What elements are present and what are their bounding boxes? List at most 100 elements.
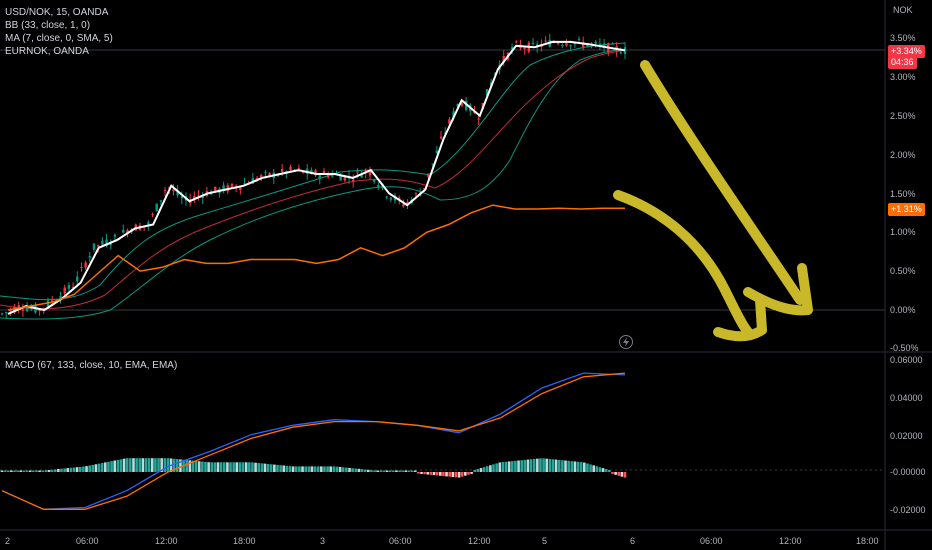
candle-body [598, 43, 602, 46]
candle-body [360, 174, 363, 178]
macd-hist-bar [150, 458, 154, 472]
candle-body [406, 201, 409, 204]
candle-body [318, 175, 321, 179]
macd-hist-bar [129, 458, 132, 472]
candle-body [151, 214, 154, 216]
macd-axis-tick: 0.02000 [890, 431, 923, 441]
macd-hist-bar [504, 461, 508, 472]
last-price-tag: +3.34% [888, 45, 925, 58]
candle-body [352, 179, 355, 182]
macd-hist-bar [329, 466, 333, 472]
macd-hist-bar [25, 470, 29, 472]
compare-price-tag: +1.31% [888, 203, 925, 216]
candle-body [197, 195, 200, 197]
macd-hist-bar [604, 469, 608, 472]
macd-hist-bar [379, 470, 383, 472]
time-axis-tick: 2 [5, 536, 11, 546]
macd-hist-bar [248, 462, 251, 472]
candle-body [414, 193, 418, 195]
candle-body [4, 312, 8, 314]
macd-hist-bar [22, 470, 26, 472]
macd-hist-bar [201, 461, 204, 472]
candle-body [565, 43, 568, 46]
time-axis-tick: 6 [630, 536, 636, 546]
candle-body [431, 163, 434, 165]
macd-hist-bar [351, 468, 354, 472]
arrow-annotation-left[interactable] [640, 60, 813, 316]
candle-body [343, 175, 347, 181]
candle-body [619, 52, 623, 54]
macd-hist-bar [545, 458, 549, 472]
macd-hist-bar [326, 466, 329, 472]
macd-hist-bar [479, 468, 483, 472]
macd-hist-bar [429, 472, 433, 475]
symbol-title[interactable]: USD/NOK, 15, OANDA [5, 7, 109, 18]
candle-body [222, 185, 225, 191]
macd-hist-bar [398, 470, 401, 472]
ma-indicator-label[interactable]: MA (7, close, 0, SMA, 5) [5, 33, 113, 44]
bb-indicator-label[interactable]: BB (33, close, 1, 0) [5, 20, 91, 31]
macd-hist-bar [310, 466, 314, 472]
candle-body [435, 150, 439, 154]
macd-hist-bar [623, 472, 627, 478]
candle-body [214, 186, 217, 191]
macd-hist-bar [307, 466, 311, 472]
macd-hist-bar [517, 460, 520, 472]
macd-hist-bar [107, 461, 110, 472]
price-axis-tick: 3.50% [890, 33, 916, 43]
macd-hist-bar [38, 470, 41, 472]
candle-body [594, 41, 597, 44]
macd-hist-bar [141, 458, 145, 472]
macd-hist-bar [363, 469, 367, 472]
time-axis-tick: 12:00 [468, 536, 491, 546]
candle-body [544, 40, 547, 42]
macd-hist-bar [207, 462, 210, 472]
macd-hist-bar [66, 468, 70, 472]
macd-hist-bar [417, 472, 420, 474]
lightning-icon[interactable] [619, 335, 633, 349]
candle-body [356, 171, 359, 173]
macd-hist-bar [586, 463, 589, 472]
macd-hist-bar [529, 459, 533, 472]
macd-hist-bar [476, 468, 480, 472]
candle-body [30, 307, 33, 310]
macd-hist-bar [266, 463, 270, 472]
macd-hist-bar [0, 470, 4, 472]
macd-hist-bar [113, 460, 117, 472]
macd-hist-bar [460, 472, 464, 477]
macd-hist-bar [448, 472, 451, 477]
candle-body [159, 200, 163, 202]
candle-body [101, 240, 104, 245]
macd-hist-bar [376, 470, 379, 472]
macd-hist-bar [523, 459, 527, 472]
arrow-annotation-right[interactable] [613, 190, 767, 342]
macd-hist-bar [348, 467, 351, 472]
candle-body [623, 47, 627, 54]
macd-hist-bar [611, 472, 614, 474]
macd-hist-bar [323, 466, 326, 472]
macd-hist-bar [304, 466, 307, 472]
macd-hist-bar [595, 466, 599, 472]
macd-hist-bar [382, 470, 386, 472]
macd-hist-bar [263, 463, 267, 472]
macd-hist-bar [163, 458, 167, 472]
currency-label: NOK [893, 5, 913, 15]
macd-hist-bar [473, 469, 477, 472]
time-axis-tick: 12:00 [779, 536, 802, 546]
candle-body [577, 38, 581, 40]
macd-hist-bar [6, 470, 10, 472]
macd-hist-bar [510, 461, 514, 472]
candle-body [368, 171, 372, 176]
macd-hist-bar [85, 466, 88, 472]
macd-hist-bar [395, 470, 398, 472]
macd-hist-bar [542, 458, 545, 472]
compare-symbol-label[interactable]: EURNOK, OANDA [5, 46, 89, 57]
macd-line [1, 372, 626, 510]
macd-hist-bar [19, 470, 23, 472]
candle-body [523, 47, 526, 49]
macd-hist-bar [451, 472, 455, 478]
macd-hist-bar [216, 462, 220, 472]
macd-hist-bar [197, 461, 201, 472]
macd-legend[interactable]: MACD (67, 133, close, 10, EMA, EMA) [5, 360, 178, 371]
